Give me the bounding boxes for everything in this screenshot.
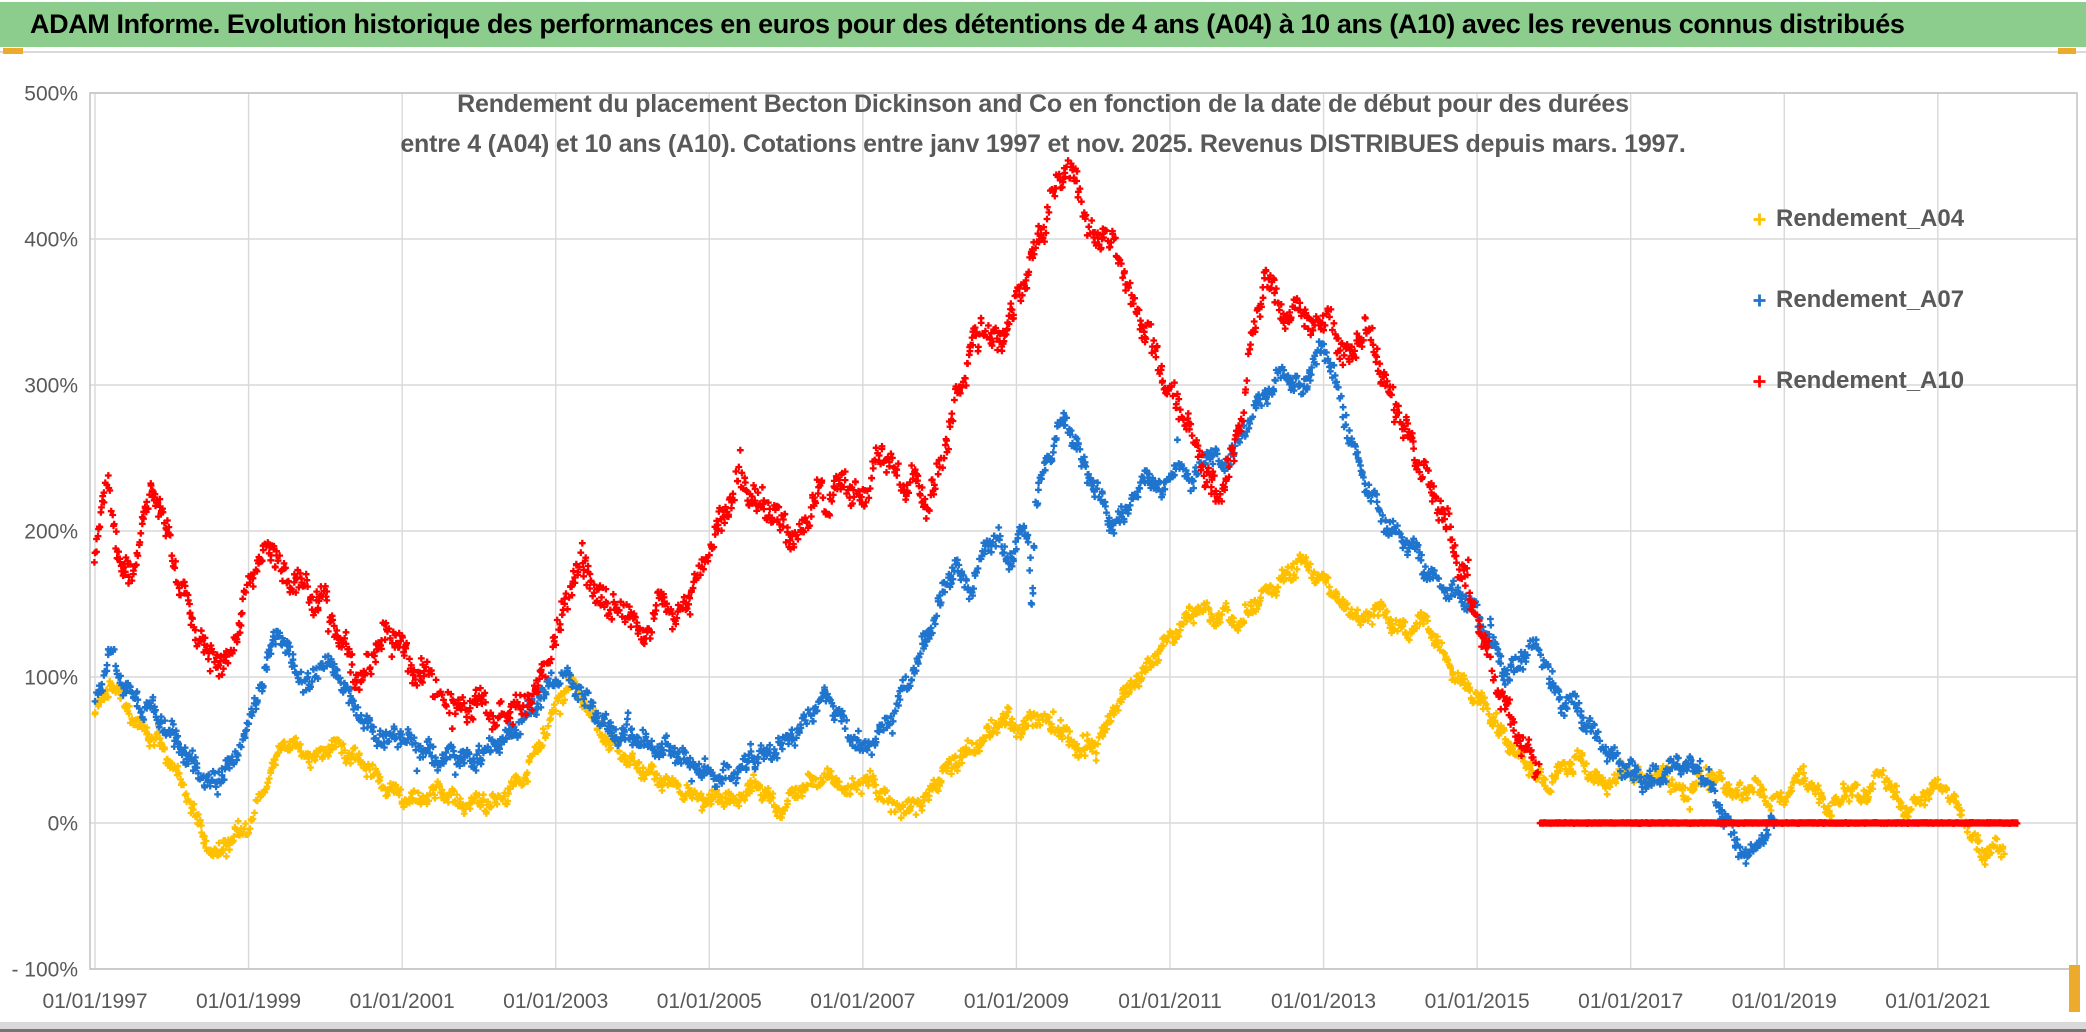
y-tick-label: 300% — [24, 375, 78, 398]
banner-divider — [0, 51, 2086, 53]
plus-marker-icon — [1753, 213, 1766, 225]
x-tick-label: 01/01/2007 — [810, 990, 915, 1013]
accent-strip-top-right — [2058, 48, 2076, 54]
x-tick-label: 01/01/2015 — [1425, 990, 1530, 1013]
banner-title: ADAM Informe. Evolution historique des p… — [30, 9, 1905, 39]
plus-marker-icon — [1753, 375, 1766, 387]
y-tick-label: 500% — [24, 83, 78, 106]
y-tick-label: 400% — [24, 229, 78, 252]
plot-border — [89, 92, 2078, 970]
x-tick-label: 01/01/2001 — [350, 990, 455, 1013]
y-tick-label: 100% — [24, 667, 78, 690]
legend-item-Rendement_A07[interactable]: Rendement_A07 — [1752, 286, 1964, 314]
chart-title-line1: Rendement du placement Becton Dickinson … — [457, 90, 1629, 118]
x-tick-label: 01/01/1999 — [196, 990, 301, 1013]
scrollbar-accent-right[interactable] — [2069, 965, 2080, 1012]
x-tick-label: 01/01/1997 — [42, 990, 147, 1013]
x-tick-label: 01/01/2013 — [1271, 990, 1376, 1013]
chart-legend: Rendement_A04 Rendement_A07 Rendement_A10 — [1752, 205, 1964, 395]
x-tick-label: 01/01/2019 — [1732, 990, 1837, 1013]
bottom-scroll-band[interactable] — [0, 1022, 2086, 1029]
legend-item-Rendement_A04[interactable]: Rendement_A04 — [1752, 205, 1964, 233]
legend-label: Rendement_A04 — [1776, 205, 1965, 232]
series-Rendement_A04[interactable] — [91, 551, 2008, 868]
chart-title: Rendement du placement Becton Dickinson … — [0, 84, 2086, 164]
x-tick-label: 01/01/2005 — [657, 990, 762, 1013]
x-tick-label: 01/01/2009 — [964, 990, 1069, 1013]
window-bottom-edge — [0, 1029, 2086, 1032]
x-tick-label: 01/01/2017 — [1578, 990, 1683, 1013]
legend-label: Rendement_A07 — [1776, 286, 1965, 313]
chart-title-line2: entre 4 (A04) et 10 ans (A10). Cotations… — [400, 130, 1686, 158]
x-tick-label: 01/01/2003 — [503, 990, 608, 1013]
plus-marker-icon — [1753, 294, 1766, 306]
legend-label: Rendement_A10 — [1776, 367, 1965, 394]
series-Rendement_A07[interactable] — [91, 338, 1778, 867]
accent-strip-top-left — [3, 48, 23, 54]
y-tick-label: 200% — [24, 521, 78, 544]
x-tick-label: 01/01/2021 — [1885, 990, 1990, 1013]
x-tick-label: 01/01/2011 — [1118, 990, 1222, 1013]
banner: ADAM Informe. Evolution historique des p… — [0, 2, 2086, 47]
y-tick-label: - 100% — [11, 959, 78, 982]
series-Rendement_A10[interactable] — [91, 157, 2021, 827]
legend-item-Rendement_A10[interactable]: Rendement_A10 — [1752, 367, 1964, 395]
y-tick-label: 0% — [48, 813, 78, 836]
